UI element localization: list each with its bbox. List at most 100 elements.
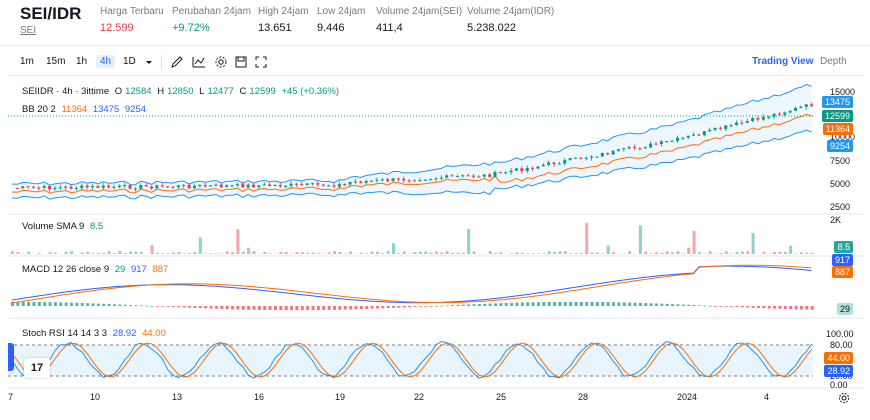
macd-histogram-bar — [118, 304, 122, 306]
stat-low-24h: Low 24jam 9.446 — [317, 6, 365, 34]
tab-depth[interactable]: Depth — [820, 56, 847, 67]
tradingview-logo[interactable]: 17 — [24, 358, 50, 378]
chart-frame[interactable]: SEIIDR · 4h · 3ittime O 12584 H 12850 L 124… — [8, 78, 864, 420]
macd-histogram-bar — [595, 301, 599, 306]
timeframe-1d[interactable]: 1D — [123, 56, 136, 67]
volume-bar — [96, 253, 100, 254]
macd-histogram-bar — [622, 302, 626, 306]
volume-bar — [112, 253, 116, 254]
macd-histogram-bar — [172, 306, 175, 307]
indicator-icon[interactable] — [192, 55, 206, 69]
settings-icon[interactable] — [214, 55, 228, 69]
macd-histogram-bar — [773, 306, 777, 309]
volume-bar — [520, 252, 524, 254]
candle-body — [182, 184, 186, 186]
fullscreen-icon[interactable] — [254, 55, 268, 69]
volume-legend[interactable]: Volume SMA 9 8.5 — [22, 221, 106, 232]
macd-histogram-bar — [43, 302, 47, 306]
volume-bar — [424, 251, 428, 254]
macd-histogram-bar — [375, 306, 379, 309]
candle-body — [751, 118, 755, 122]
candle-body — [268, 184, 272, 186]
volume-bar — [805, 252, 809, 254]
macd-histogram-bar — [263, 306, 267, 310]
volume-bar — [236, 229, 240, 254]
volume-bar — [91, 253, 95, 254]
candle-body — [472, 175, 476, 177]
macd-histogram-bar — [257, 306, 261, 310]
macd-histogram-bar — [671, 304, 675, 306]
candle-body — [783, 112, 787, 115]
volume-bar — [80, 252, 84, 254]
time-axis-label: 10 — [90, 392, 101, 402]
time-axis-label: 19 — [335, 392, 346, 402]
chart-canvas[interactable] — [8, 78, 864, 420]
ohlc-open: 12584 — [125, 86, 152, 97]
macd-histogram-bar — [53, 302, 57, 306]
candle-body — [418, 180, 422, 182]
timeframe-4h[interactable]: 4h — [96, 55, 116, 68]
side-drawer-handle[interactable] — [8, 343, 14, 371]
candle-body — [300, 184, 304, 186]
macd-histogram-bar — [719, 306, 723, 307]
candle-body — [160, 185, 164, 187]
chevron-down-icon[interactable] — [142, 55, 156, 69]
candle-body — [563, 160, 567, 164]
macd-legend[interactable]: MACD 12 26 close 9 29 917 887 — [22, 264, 171, 275]
timeframe-1m[interactable]: 1m — [20, 56, 34, 67]
volume-bar — [515, 252, 519, 254]
volume-bar — [440, 252, 444, 254]
candle-body — [675, 137, 679, 141]
macd-histogram-bar — [569, 301, 573, 306]
save-icon[interactable] — [234, 55, 248, 69]
macd-histogram-bar — [193, 306, 197, 308]
stoch-legend[interactable]: Stoch RSI 14 14 3 3 28.92 44.00 — [22, 328, 169, 339]
candle-body — [718, 127, 722, 129]
macd-histogram-bar — [145, 305, 149, 307]
time-axis-label: 2024 — [677, 392, 698, 402]
volume-bar — [263, 252, 267, 254]
bb-legend[interactable]: BB 20 2 11364 13475 9254 — [22, 104, 149, 115]
candle-body — [756, 118, 760, 120]
macd-histogram-bar — [692, 305, 696, 306]
volume-bar — [563, 251, 567, 254]
volume-bar — [53, 252, 57, 254]
volume-bar — [188, 253, 192, 254]
pair-block[interactable]: SEI/IDR SEI — [20, 4, 81, 36]
macd-histogram-bar — [424, 306, 428, 307]
settings-icon[interactable] — [838, 392, 850, 404]
stoch-label: Stoch RSI 14 14 3 3 — [22, 328, 108, 339]
tab-trading-view[interactable]: Trading View — [752, 56, 814, 67]
volume-bar — [655, 252, 658, 254]
volume-bar — [644, 251, 648, 254]
timeframe-15m[interactable]: 15m — [46, 56, 66, 67]
candle-body — [230, 185, 234, 187]
candle-body — [536, 166, 540, 169]
macd-histogram-bar — [418, 306, 422, 307]
stoch-k-line — [11, 341, 813, 379]
macd-histogram-bar — [681, 304, 685, 306]
timeframe-1h[interactable]: 1h — [76, 56, 88, 67]
candle-body — [434, 178, 438, 180]
macd-histogram-bar — [644, 303, 648, 306]
volume-bar — [778, 251, 782, 254]
macd-histogram-bar — [204, 306, 208, 309]
macd-histogram-bar — [740, 306, 744, 308]
pencil-icon[interactable] — [170, 55, 184, 69]
candle-body — [380, 179, 384, 181]
base-asset-link[interactable]: SEI — [20, 25, 37, 36]
ohlc-change: +45 (+0.36%) — [281, 86, 340, 97]
symbol-label: SEIIDR · 4h · 3ittime — [22, 86, 110, 97]
macd-histogram-bar — [542, 302, 546, 306]
macd-histogram-bar — [300, 306, 304, 311]
macd-histogram-bar — [386, 306, 390, 309]
volume-bar — [177, 251, 181, 254]
candle-body — [364, 181, 368, 183]
main-legend: SEIIDR · 4h · 3ittime O 12584 H 12850 L 124… — [22, 86, 342, 97]
bb-basis-value: 11364 — [61, 104, 88, 115]
macd-histogram-bar — [660, 303, 664, 306]
macd-histogram-bar — [434, 305, 438, 307]
stat-value: +9.72% — [172, 22, 210, 34]
volume-bar — [311, 252, 315, 254]
macd-histogram-bar — [306, 306, 310, 311]
